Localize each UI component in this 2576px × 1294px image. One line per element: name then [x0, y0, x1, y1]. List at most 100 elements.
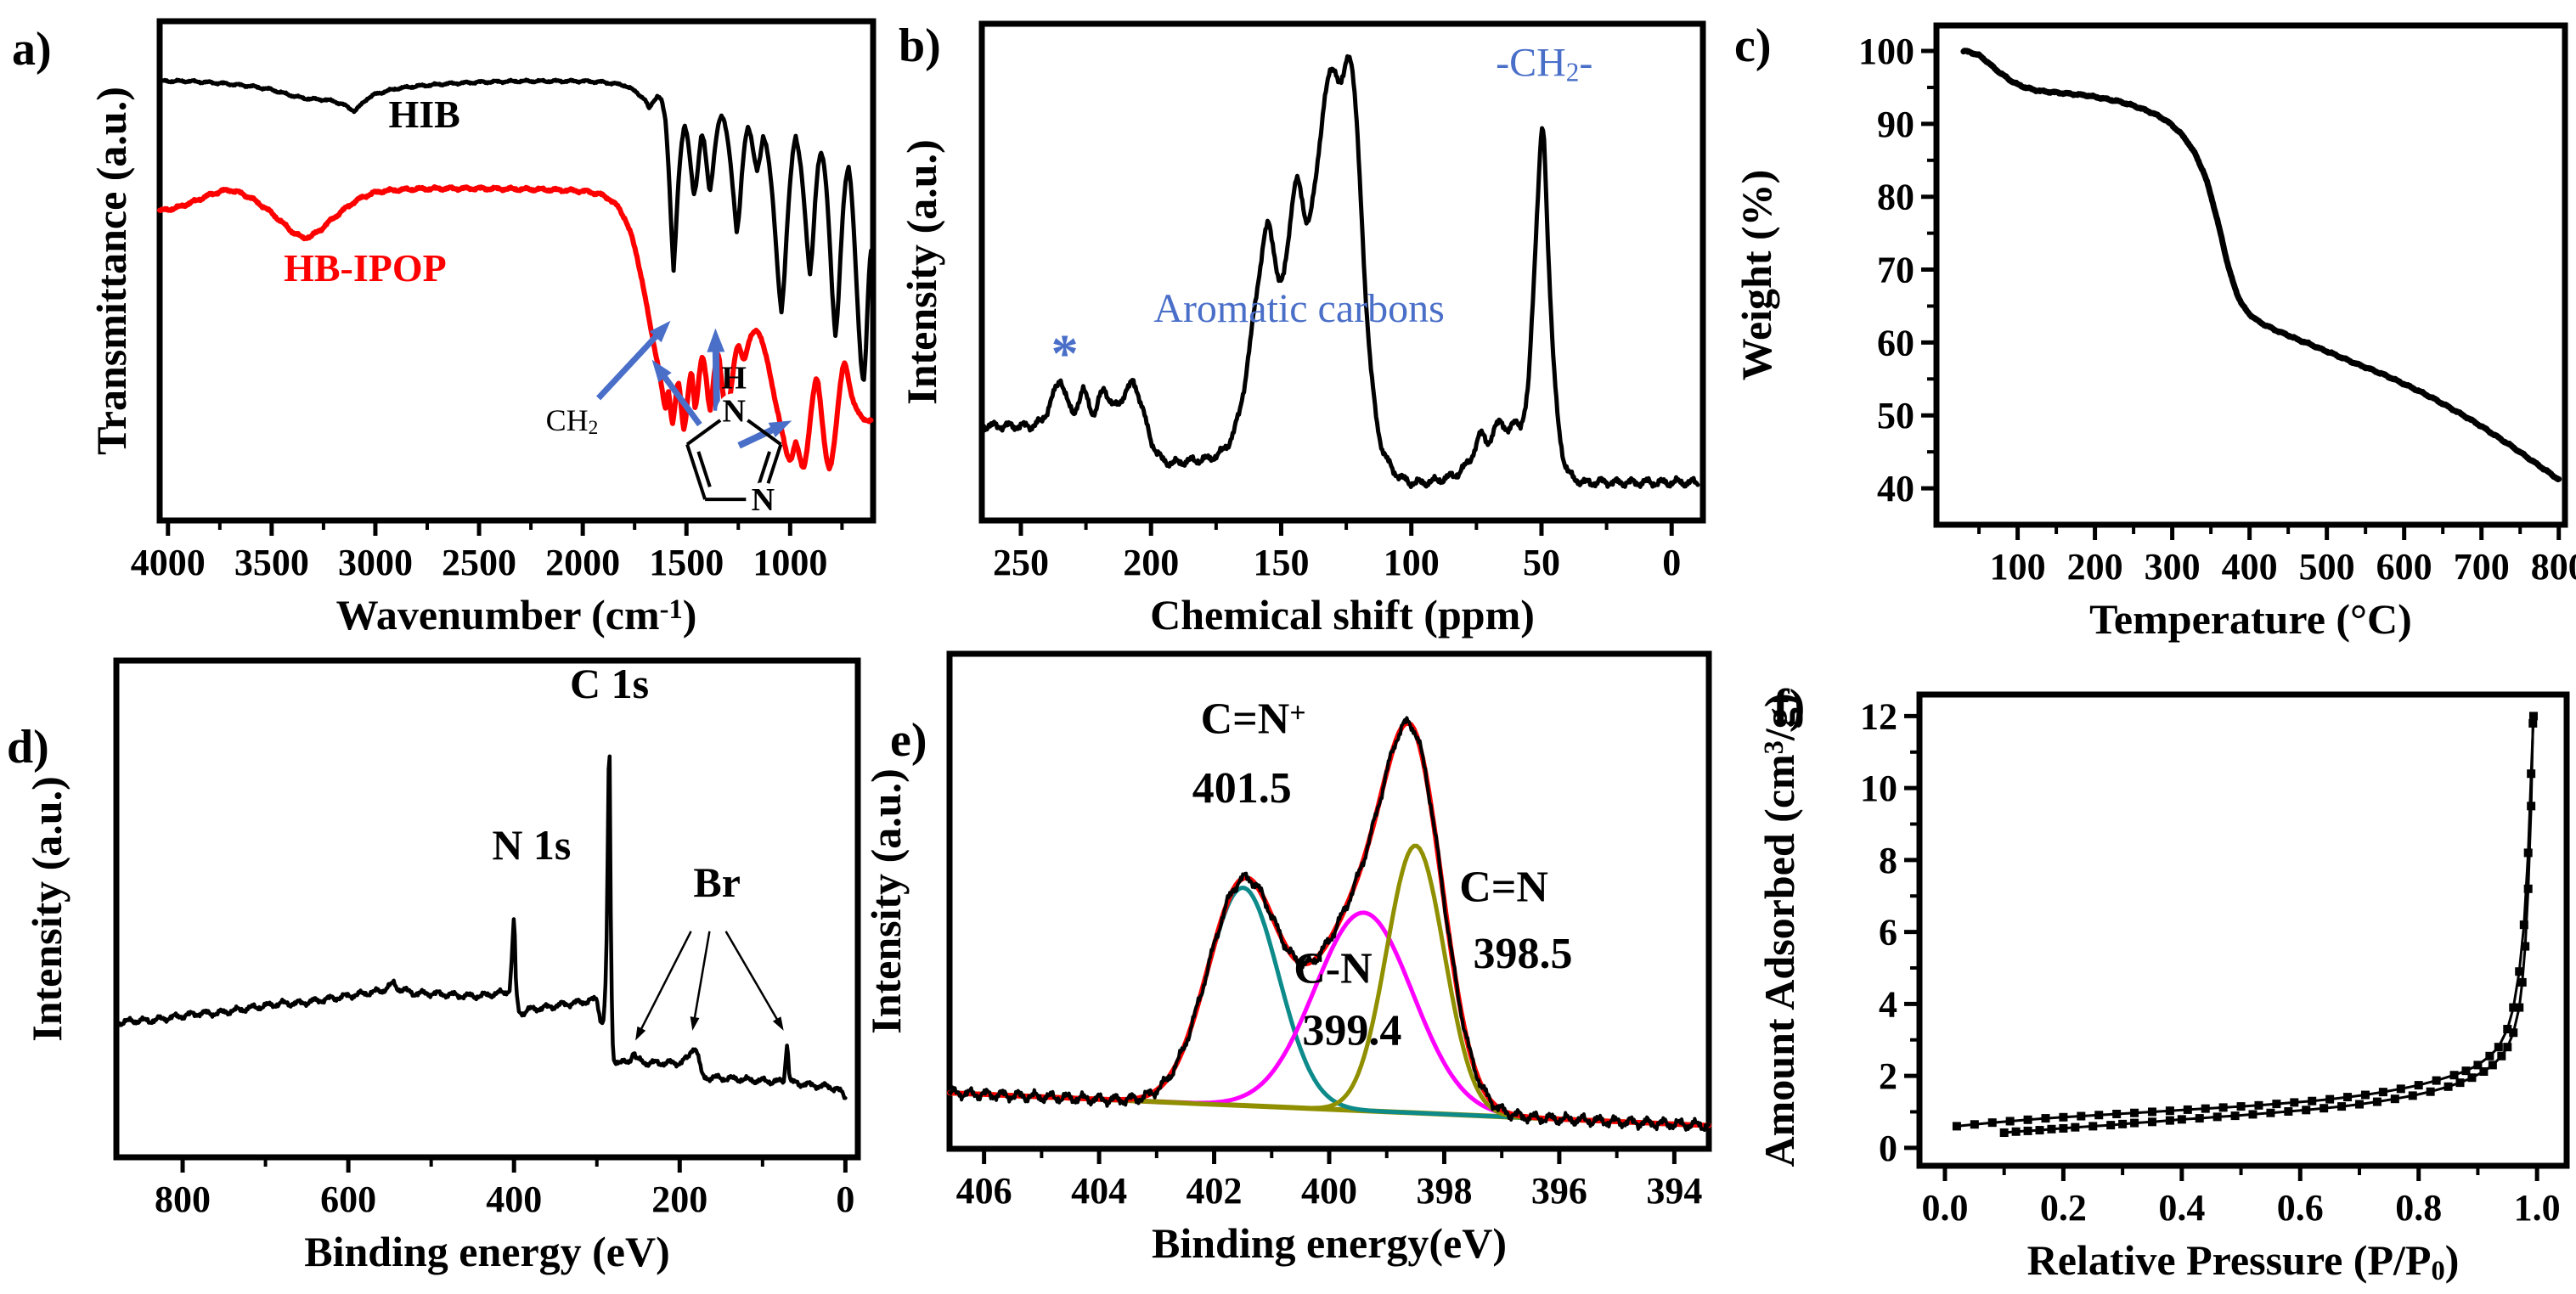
panel-a-annotation: CH2 — [546, 403, 599, 439]
data-point-marker — [2503, 1043, 2512, 1052]
panel-a-arrow-head — [651, 359, 672, 383]
y-tick-label: 90 — [1877, 104, 1914, 145]
panel-a-frame — [156, 18, 877, 524]
y-tick-label: 6 — [1879, 912, 1897, 954]
panel-d: 800 600 400 200 0 Binding energy (eV) Intensit… — [23, 657, 861, 1275]
x-tick-label: 0.2 — [2040, 1187, 2087, 1229]
data-point-marker — [2118, 1119, 2128, 1128]
x-tick-label: 2000 — [545, 542, 620, 583]
data-point-marker — [2497, 1051, 2506, 1061]
panel-b-annotation: * — [1051, 324, 1079, 384]
panel-e-annotation: C=N+ — [1201, 695, 1306, 743]
x-tick-label: 406 — [956, 1170, 1012, 1212]
x-tick-label: 300 — [2145, 546, 2201, 588]
panel-b-annotation: Aromatic carbons — [1153, 286, 1445, 331]
data-point-marker — [2488, 1061, 2497, 1070]
panel-a-arrow-head — [707, 328, 725, 352]
data-point-marker — [2059, 1123, 2068, 1133]
data-point-marker — [2195, 1114, 2204, 1123]
panel-e-annotation: C=N — [1459, 864, 1548, 912]
x-tick-label: 0 — [1662, 542, 1681, 583]
panel-e-series-envelope — [947, 720, 1711, 1128]
panel-f-x-axis-label: Relative Pressure (P/P0) — [2027, 1236, 2460, 1286]
x-tick-label: 400 — [486, 1179, 542, 1220]
data-point-marker — [2147, 1117, 2156, 1127]
panel-a-annotation: HB-IPOP — [284, 246, 447, 290]
data-point-marker — [2455, 1078, 2465, 1088]
data-point-marker — [2077, 1111, 2086, 1121]
data-point-marker — [2047, 1124, 2056, 1134]
data-point-marker — [2408, 1091, 2417, 1100]
data-point-marker — [2521, 942, 2530, 951]
data-point-marker — [2059, 1112, 2068, 1122]
atom-mask — [717, 393, 752, 428]
data-point-marker — [2094, 1111, 2104, 1120]
panel-e: 406 404 402 400 398 396 394 Binding energy(eV) I… — [862, 650, 1712, 1267]
data-point-marker — [2325, 1094, 2335, 1104]
x-tick-label: 3500 — [234, 542, 309, 583]
y-tick-label: 70 — [1877, 250, 1914, 291]
x-tick-label: 400 — [1301, 1170, 1357, 1212]
data-point-marker — [2248, 1110, 2258, 1119]
panel-d-series-XPS-survey — [114, 754, 848, 1100]
data-point-marker — [2177, 1115, 2186, 1124]
data-point-marker — [2372, 1097, 2382, 1106]
x-tick-label: 3000 — [338, 542, 413, 583]
data-point-marker — [2479, 1067, 2489, 1076]
data-point-marker — [2503, 1025, 2512, 1034]
x-tick-label: 0.8 — [2395, 1187, 2442, 1229]
data-point-marker — [1987, 1118, 1997, 1128]
panel-c-x-axis-label: Temperature (°C) — [2089, 595, 2412, 643]
imidazole-bond-double — [756, 451, 771, 488]
panel-c-series-TGA — [1960, 48, 2562, 482]
data-point-marker — [2165, 1106, 2174, 1116]
panel-d-x-axis-label: Binding energy (eV) — [304, 1228, 670, 1275]
data-point-marker — [2302, 1106, 2311, 1115]
x-tick-label: 404 — [1071, 1170, 1127, 1212]
x-tick-label: 50 — [1523, 542, 1560, 583]
panel-e-series-data — [948, 716, 1711, 1132]
panel-b-letter: b) — [899, 20, 941, 72]
panel-e-annotation: 398.5 — [1473, 930, 1572, 978]
panel-c-frame — [1933, 22, 2568, 528]
x-tick-label: 4000 — [131, 542, 206, 583]
data-point-marker — [2212, 1112, 2222, 1122]
x-tick-label: 250 — [993, 542, 1049, 583]
x-tick-label: 600 — [2376, 546, 2432, 588]
data-point-marker — [2509, 1003, 2518, 1012]
data-point-marker — [2165, 1116, 2174, 1125]
panel-a-arrow — [712, 346, 721, 411]
x-tick-label: 398 — [1416, 1170, 1472, 1212]
x-tick-label: 0 — [836, 1179, 854, 1220]
panel-f-letter: f) — [1773, 680, 1806, 733]
panel-d-annotation: Br — [693, 858, 741, 906]
panel-a-arrow-head — [649, 320, 671, 343]
data-point-marker — [2071, 1122, 2080, 1132]
x-tick-label: 200 — [1123, 542, 1179, 583]
data-point-marker — [2354, 1100, 2364, 1109]
atom-label: N — [752, 482, 775, 518]
panel-d-arrow-head — [635, 1026, 646, 1041]
x-tick-label: 1000 — [753, 542, 827, 583]
panel-d-frame — [113, 657, 861, 1161]
x-tick-label: 600 — [320, 1179, 376, 1220]
y-tick-label: 10 — [1860, 768, 1897, 809]
x-tick-label: 400 — [2222, 546, 2278, 588]
data-point-marker — [2485, 1051, 2494, 1061]
panel-d-arrow — [693, 931, 711, 1021]
x-tick-label: 396 — [1531, 1170, 1587, 1212]
data-point-marker — [1999, 1128, 2009, 1138]
x-tick-label: 2500 — [442, 542, 516, 583]
data-point-marker — [2519, 920, 2528, 930]
y-tick-label: 8 — [1879, 840, 1897, 881]
panel-a-letter: a) — [12, 23, 52, 76]
data-point-marker — [2390, 1094, 2399, 1104]
data-point-marker — [2230, 1111, 2240, 1121]
y-tick-label: 40 — [1877, 468, 1914, 509]
data-point-marker — [2517, 977, 2527, 987]
data-point-marker — [2337, 1102, 2347, 1111]
y-tick-label: 100 — [1858, 31, 1914, 72]
data-point-marker — [2112, 1109, 2122, 1118]
data-point-marker — [2023, 1115, 2032, 1124]
